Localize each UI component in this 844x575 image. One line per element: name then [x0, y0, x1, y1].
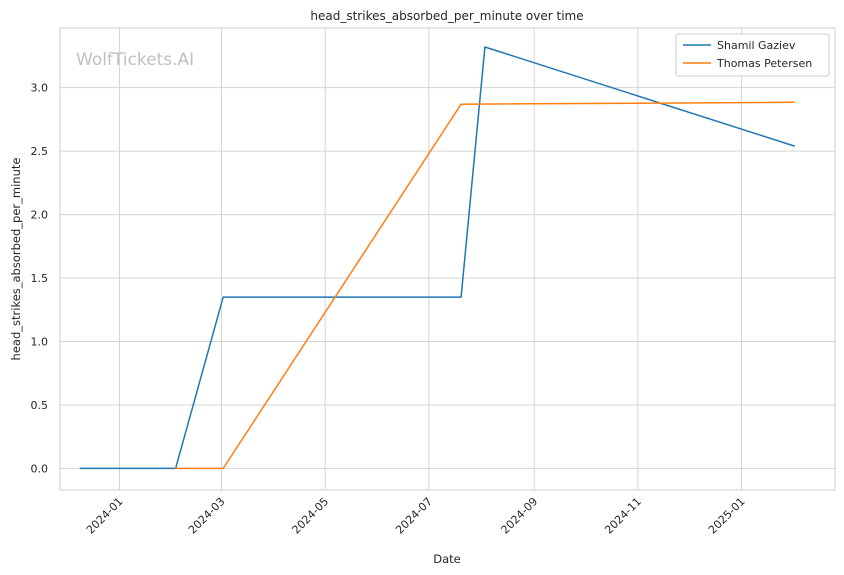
- legend-label-1: Thomas Petersen: [716, 57, 812, 70]
- y-axis-title: head_strikes_absorbed_per_minute: [9, 158, 23, 361]
- series-line-0: [79, 46, 795, 470]
- y-tick-label: 3.0: [31, 82, 49, 95]
- legend: Shamil Gaziev Thomas Petersen: [675, 33, 830, 77]
- plot-area-frame: [59, 27, 836, 491]
- watermark: WolfTickets.AI: [76, 50, 194, 70]
- legend-label-0: Shamil Gaziev: [717, 39, 796, 52]
- series-layer: [79, 46, 795, 470]
- x-tick-label: 2024-03: [186, 495, 228, 537]
- x-tick-label: 2025-01: [706, 495, 748, 537]
- grid: [60, 28, 835, 490]
- y-tick-label: 0.0: [31, 462, 49, 475]
- y-tick-label: 0.5: [31, 399, 49, 412]
- x-tick-label: 2024-09: [499, 495, 541, 537]
- y-tick-label: 1.0: [31, 336, 49, 349]
- y-tick-labels: 0.0 0.5 1.0 1.5 2.0 2.5 3.0: [31, 82, 49, 476]
- y-tick-label: 2.5: [31, 145, 49, 158]
- legend-box: [675, 33, 830, 77]
- series-line-1: [174, 101, 795, 470]
- x-tick-labels: 2024-01 2024-03 2024-05 2024-07 2024-09 2024-…: [84, 495, 748, 537]
- x-tick-label: 2024-05: [290, 495, 332, 537]
- chart-title: head_strikes_absorbed_per_minute over ti…: [310, 9, 583, 23]
- x-tick-label: 2024-11: [602, 495, 644, 537]
- y-tick-label: 1.5: [31, 272, 49, 285]
- x-tick-label: 2024-01: [84, 495, 126, 537]
- x-axis-title: Date: [433, 552, 461, 566]
- x-tick-label: 2024-07: [393, 495, 435, 537]
- y-tick-label: 2.0: [31, 209, 49, 222]
